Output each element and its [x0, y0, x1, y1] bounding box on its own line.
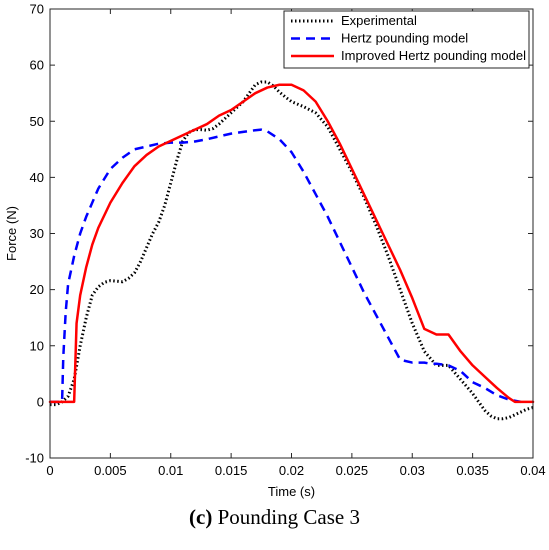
x-tick-label: 0.025	[336, 463, 369, 478]
x-tick-label: 0.03	[400, 463, 425, 478]
legend: Experimental Hertz pounding model Improv…	[283, 10, 530, 69]
y-tick-label: 10	[30, 338, 44, 353]
x-tick-label: 0.02	[279, 463, 304, 478]
x-tick-label: 0.04	[520, 463, 545, 478]
legend-label-hertz: Hertz pounding model	[341, 31, 468, 46]
y-axis-ticks: -10 0 10 20 30 40 50 60 70	[25, 2, 533, 466]
y-tick-label: 50	[30, 114, 44, 129]
chart-svg: 0 0.005 0.01 0.015 0.02 0.025 0.03 0.035 0.04 -1…	[4, 2, 546, 500]
caption-text: Pounding Case 3	[212, 505, 360, 529]
y-tick-label: 60	[30, 58, 44, 73]
x-tick-label: 0.005	[94, 463, 127, 478]
plot-frame	[49, 8, 534, 459]
series-line-hertz-pounding-model	[50, 128, 522, 404]
caption-label: (c)	[189, 505, 213, 529]
x-axis-ticks: 0 0.005 0.01 0.015 0.02 0.025 0.03 0.035 0.04	[46, 9, 546, 478]
figure-caption: (c) Pounding Case 3	[0, 505, 549, 530]
series-layer	[48, 80, 535, 421]
series-line-improved-hertz-pounding-model	[48, 83, 535, 404]
plot-background	[50, 9, 533, 458]
x-tick-label: 0.015	[215, 463, 248, 478]
x-axis-label: Time (s)	[268, 484, 315, 499]
x-tick-label: 0	[46, 463, 53, 478]
y-tick-label: 70	[30, 2, 44, 17]
x-tick-label: 0.01	[158, 463, 183, 478]
x-tick-label: 0.035	[456, 463, 489, 478]
series-line-experimental	[50, 80, 534, 421]
legend-label-improved-hertz: Improved Hertz pounding model	[341, 48, 526, 63]
y-tick-label: 20	[30, 282, 44, 297]
y-tick-label: -10	[25, 451, 44, 466]
y-axis-label: Force (N)	[4, 206, 19, 261]
y-tick-label: 0	[37, 394, 44, 409]
y-tick-label: 40	[30, 170, 44, 185]
legend-label-experimental: Experimental	[341, 13, 417, 28]
y-tick-label: 30	[30, 226, 44, 241]
